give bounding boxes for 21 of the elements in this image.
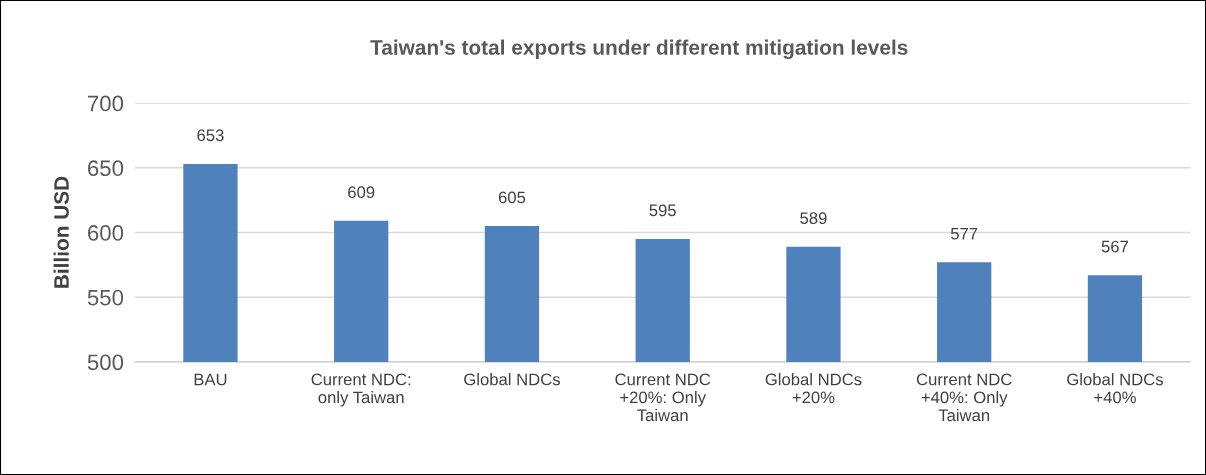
data-label: 595 <box>649 204 676 217</box>
x-tick-label: Global NDCs +20% <box>765 373 862 404</box>
x-tick-label: Current NDC +20%: Only Taiwan <box>615 373 711 422</box>
y-tick-label: 500 <box>87 354 124 371</box>
data-label: 567 <box>1101 240 1129 253</box>
y-tick-label: 600 <box>88 225 124 241</box>
x-tick-label: Current NDC: only Taiwan <box>311 373 411 407</box>
y-tick-label: 550 <box>87 289 124 306</box>
data-label: 605 <box>498 191 526 204</box>
chart-title: Taiwan's total exports under different mitigation levels <box>370 39 908 60</box>
y-tick-label: 700 <box>88 95 124 112</box>
x-tick-label: BAU <box>194 373 227 386</box>
y-tick-label: 650 <box>88 160 124 177</box>
data-label: 609 <box>348 186 375 199</box>
y-axis-title: Billion USD <box>53 176 69 288</box>
x-tick-label: Global NDCs <box>464 373 560 386</box>
data-label: 589 <box>800 212 827 225</box>
x-tick-label: Current NDC +40%: Only Taiwan <box>916 373 1012 422</box>
data-label: 577 <box>950 227 978 240</box>
data-label: 653 <box>197 129 224 142</box>
x-tick-label: Global NDCs +40% <box>1067 373 1163 404</box>
